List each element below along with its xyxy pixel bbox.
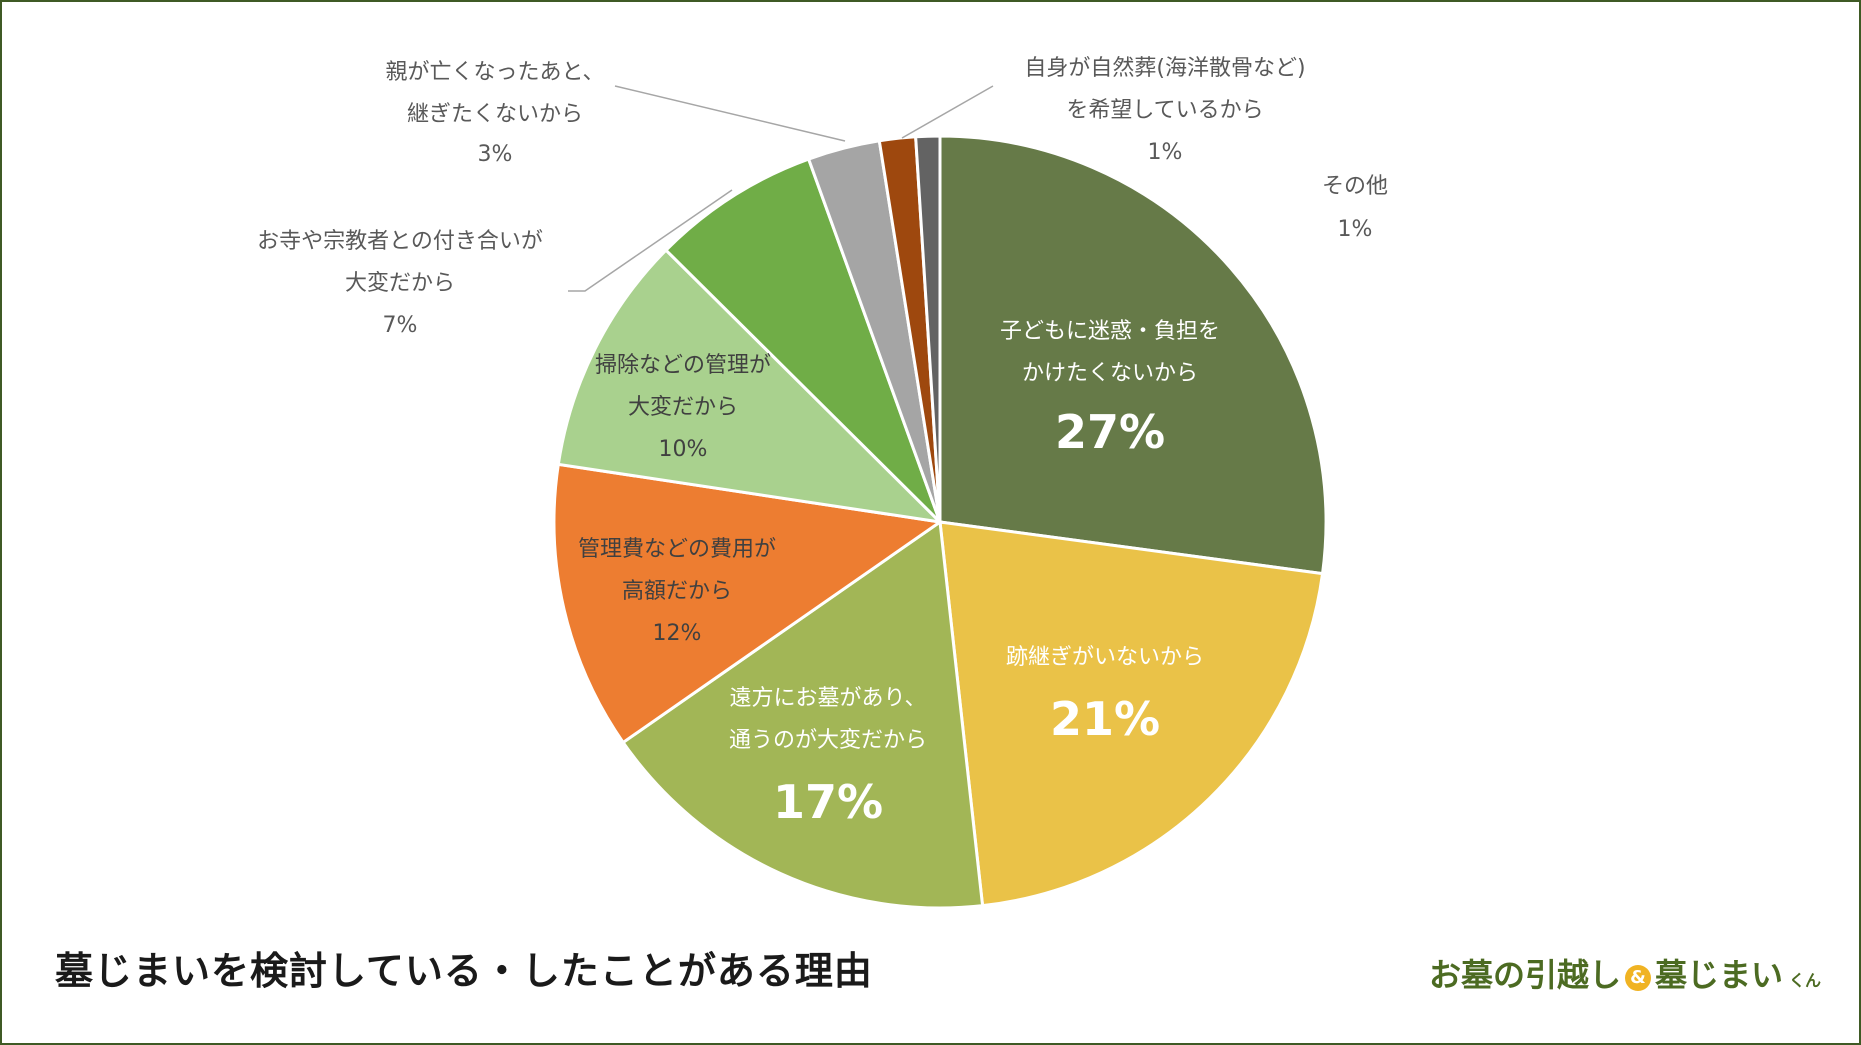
leader-line	[568, 189, 733, 292]
chart-title: 墓じまいを検討している・したことがある理由	[55, 949, 873, 993]
slice-label: 親が亡くなったあと、	[385, 60, 604, 85]
pie-slice	[663, 157, 942, 524]
pie-slice	[552, 462, 944, 745]
slice-percent-label: 1%	[1338, 217, 1373, 242]
slice-percent-label: 3%	[478, 142, 513, 167]
pie-slice	[556, 248, 945, 525]
slice-percent-label: 10%	[659, 437, 708, 462]
leader-line	[614, 85, 846, 142]
brand-logo: お墓の引越し & 墓じまい くん	[1429, 950, 1821, 996]
slice-label: 継ぎたくないから	[407, 102, 583, 127]
slice-label: お寺や宗教者との付き合いが	[257, 229, 543, 254]
slice-label: 子どもに迷惑・負担を	[1000, 319, 1220, 344]
slice-percent-label: 7%	[383, 313, 418, 338]
slice-label: を希望しているから	[1066, 98, 1263, 123]
slice-label: 通うのが大変だから	[729, 728, 927, 753]
pie-slice	[938, 520, 1325, 908]
slice-label: 掃除などの管理が	[595, 353, 771, 378]
slice-label: 遠方にお墓があり、	[729, 686, 926, 711]
slice-label: 大変だから	[345, 271, 455, 296]
slice-label: 自身が自然葬(海洋散骨など)	[1024, 56, 1305, 81]
slice-label: 高額だから	[622, 579, 732, 604]
brand-name-part2: 墓じまい	[1654, 956, 1783, 994]
brand-suffix: くん	[1788, 971, 1821, 990]
slice-label: 跡継ぎがいないから	[1006, 645, 1204, 670]
pie-slice	[938, 134, 1328, 576]
slice-percent-label: 27%	[1055, 405, 1165, 459]
slice-label: 大変だから	[628, 395, 738, 420]
slice-percent-label: 1%	[1148, 140, 1183, 165]
slice-label: かけたくないから	[1022, 361, 1198, 386]
slice-label: その他	[1322, 174, 1388, 199]
pie-slice	[621, 519, 985, 910]
slice-percent-label: 12%	[653, 621, 702, 646]
brand-name-part1: お墓の引越し	[1428, 956, 1621, 994]
slice-percent-label: 21%	[1050, 692, 1160, 746]
leader-line	[901, 85, 994, 139]
slice-label: 管理費などの費用が	[578, 537, 776, 562]
brand-ampersand: &	[1624, 965, 1651, 991]
pie-slice	[914, 134, 942, 523]
slice-percent-label: 17%	[773, 775, 883, 829]
